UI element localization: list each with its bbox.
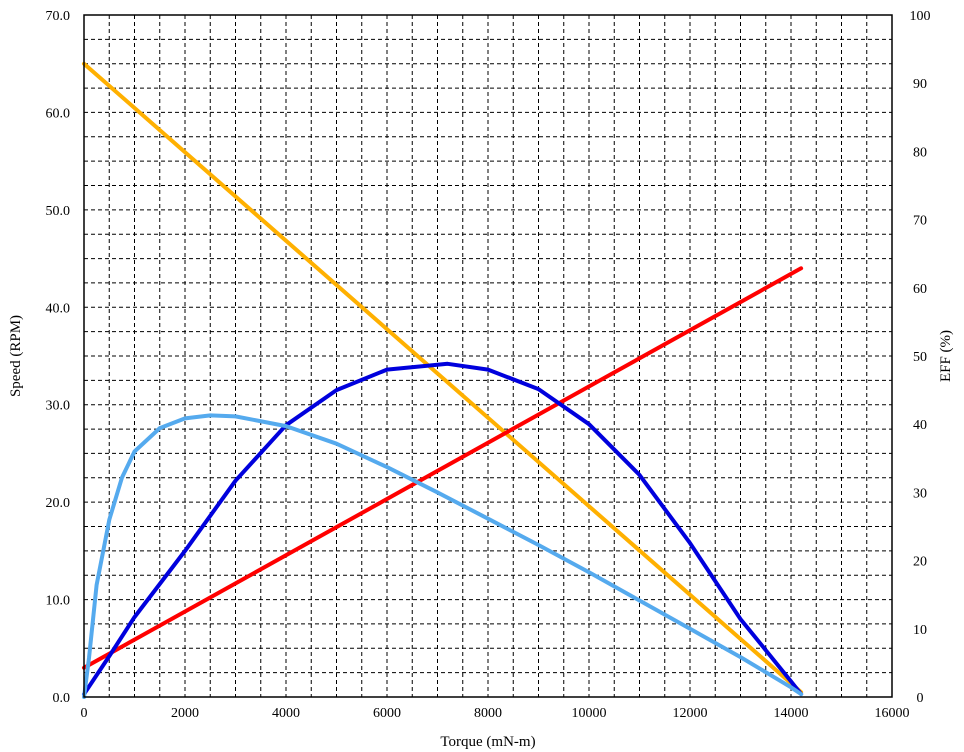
- x-tick-label: 2000: [171, 706, 199, 721]
- x-axis-title: Torque (mN-m): [440, 734, 535, 750]
- x-tick-label: 0: [81, 706, 88, 721]
- x-tick-label: 12000: [673, 706, 708, 721]
- series-line-1: [82, 61, 804, 695]
- y-left-tick-label: 20.0: [46, 496, 71, 511]
- y-right-tick-label: 50: [913, 350, 927, 365]
- y-left-tick-label: 50.0: [46, 204, 71, 219]
- plot-frame: [83, 14, 893, 698]
- y-left-tick-label: 40.0: [46, 301, 71, 316]
- y-left-tick-label: 30.0: [46, 399, 71, 414]
- x-tick-label: 16000: [875, 706, 910, 721]
- y-right-tick-label: 70: [913, 214, 927, 229]
- y-left-tick-label: 10.0: [46, 594, 71, 609]
- y-right-tick-label: 0: [917, 691, 924, 706]
- series-lines: [82, 61, 804, 699]
- y-right-tick-label: 80: [913, 145, 927, 160]
- y-right-tick-label: 100: [910, 9, 931, 24]
- y-left-tick-label: 0.0: [53, 691, 71, 706]
- y-right-axis-title: EFF (%): [938, 330, 954, 382]
- grid: [84, 15, 892, 697]
- y-right-tick-label: 60: [913, 282, 927, 297]
- series-line-3: [82, 361, 804, 697]
- x-tick-label: 8000: [474, 706, 502, 721]
- y-right-tick-label: 20: [913, 555, 927, 570]
- x-tick-label: 14000: [774, 706, 809, 721]
- y-right-tick-label: 90: [913, 77, 927, 92]
- x-tick-labels: 0 2000 4000 6000 8000 10000 12000 14000 16000: [81, 706, 910, 721]
- y-left-tick-label: 60.0: [46, 106, 71, 121]
- y-left-axis-title: Speed (RPM): [8, 315, 24, 397]
- x-tick-label: 4000: [272, 706, 300, 721]
- y-right-tick-label: 10: [913, 623, 927, 638]
- y-right-tick-label: 30: [913, 486, 927, 501]
- series-line-4: [82, 413, 804, 699]
- series-line-2: [82, 266, 804, 670]
- y-left-tick-label: 70.0: [46, 9, 71, 24]
- x-tick-label: 10000: [572, 706, 607, 721]
- x-tick-label: 6000: [373, 706, 401, 721]
- y-left-tick-labels: 0.0 10.0 20.0 30.0 40.0 50.0 60.0 70.0: [46, 9, 71, 706]
- y-right-tick-label: 40: [913, 418, 927, 433]
- y-right-tick-labels: 0 10 20 30 40 50 60 70 80 90 100: [910, 9, 931, 706]
